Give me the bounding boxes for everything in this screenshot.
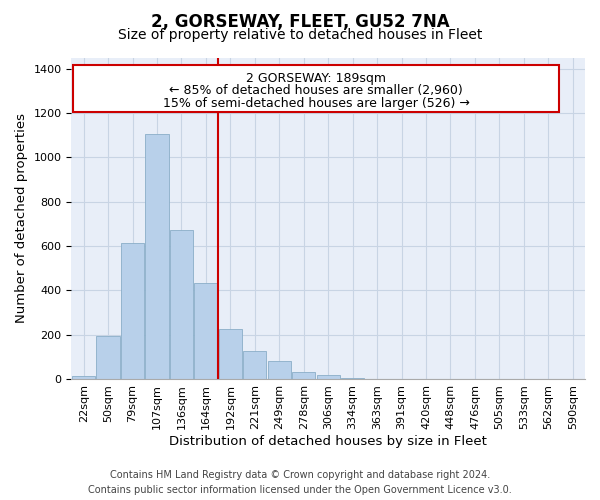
Bar	[317, 374, 340, 379]
Text: Contains HM Land Registry data © Crown copyright and database right 2024.
Contai: Contains HM Land Registry data © Crown c…	[88, 470, 512, 495]
Bar	[145, 134, 169, 379]
Bar	[72, 376, 95, 379]
FancyBboxPatch shape	[73, 66, 559, 112]
Bar	[268, 361, 291, 379]
Bar	[243, 351, 266, 379]
Bar	[97, 336, 120, 379]
Bar	[170, 230, 193, 379]
Text: ← 85% of detached houses are smaller (2,960): ← 85% of detached houses are smaller (2,…	[169, 84, 463, 98]
X-axis label: Distribution of detached houses by size in Fleet: Distribution of detached houses by size …	[169, 434, 487, 448]
Bar	[219, 329, 242, 379]
Bar	[194, 282, 218, 379]
Text: Size of property relative to detached houses in Fleet: Size of property relative to detached ho…	[118, 28, 482, 42]
Bar	[341, 378, 364, 379]
Y-axis label: Number of detached properties: Number of detached properties	[15, 113, 28, 323]
Text: 2, GORSEWAY, FLEET, GU52 7NA: 2, GORSEWAY, FLEET, GU52 7NA	[151, 12, 449, 30]
Text: 15% of semi-detached houses are larger (526) →: 15% of semi-detached houses are larger (…	[163, 97, 469, 110]
Bar	[292, 372, 316, 379]
Text: 2 GORSEWAY: 189sqm: 2 GORSEWAY: 189sqm	[246, 72, 386, 85]
Bar	[121, 242, 144, 379]
